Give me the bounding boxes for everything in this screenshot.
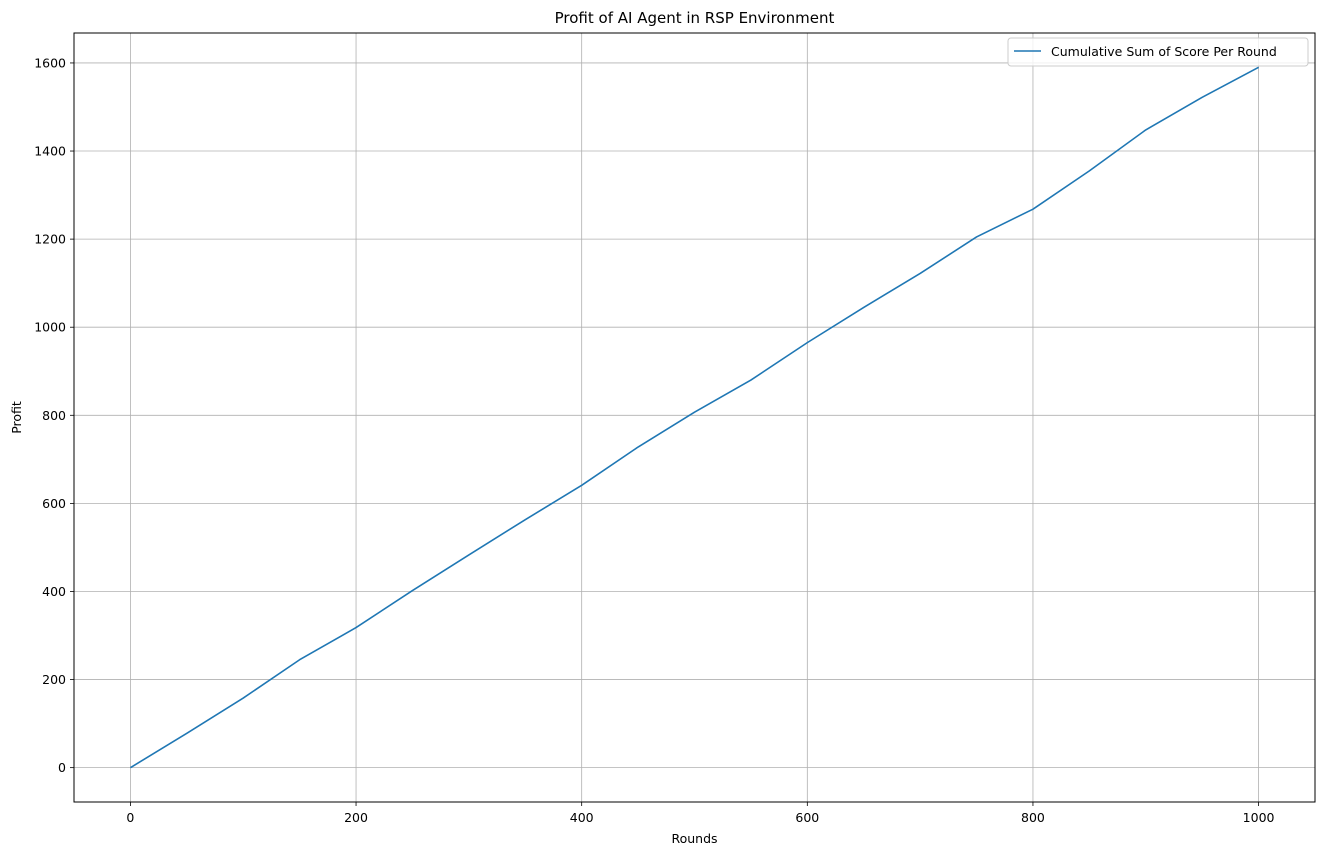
series-line (129, 66, 1259, 769)
y-axis-label: Profit (9, 401, 24, 434)
x-tick-label: 400 (570, 810, 594, 825)
x-tick-label: 1000 (1243, 810, 1275, 825)
y-tick-label: 1600 (34, 55, 66, 70)
plot-area-frame (73, 32, 1316, 803)
legend-label: Cumulative Sum of Score Per Round (1051, 44, 1277, 59)
x-tick-label: 0 (126, 810, 134, 825)
y-tick-label: 800 (42, 408, 66, 423)
grid-lines (74, 33, 1315, 802)
y-tick-label: 1200 (34, 232, 66, 247)
legend: Cumulative Sum of Score Per Round (1007, 37, 1309, 67)
y-axis-ticks: 0 200 400 600 800 1000 1200 1400 1600 (34, 55, 74, 775)
legend-box (1007, 37, 1309, 67)
chart-title: Profit of AI Agent in RSP Environment (555, 9, 835, 27)
x-axis-label: Rounds (671, 831, 717, 846)
y-tick-label: 400 (42, 584, 66, 599)
y-tick-label: 1400 (34, 144, 66, 159)
x-tick-label: 800 (1021, 810, 1045, 825)
y-tick-label: 200 (42, 672, 66, 687)
x-tick-label: 600 (795, 810, 819, 825)
y-tick-label: 0 (58, 760, 66, 775)
y-tick-label: 1000 (34, 320, 66, 335)
x-axis-ticks: 0 200 400 600 800 1000 (126, 802, 1275, 825)
y-tick-label: 600 (42, 496, 66, 511)
x-tick-label: 200 (344, 810, 368, 825)
series-layer (129, 66, 1259, 769)
